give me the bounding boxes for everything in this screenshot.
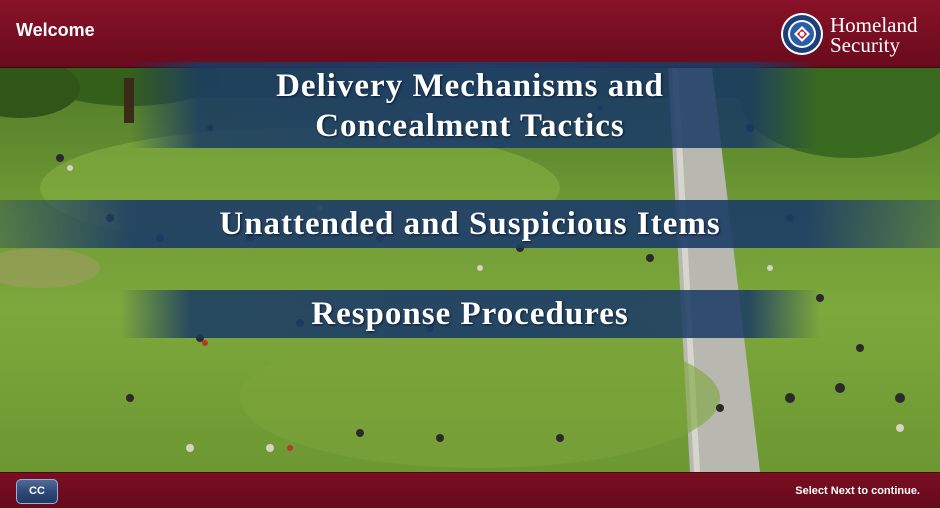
menu-item-label: Unattended and Suspicious Items	[219, 206, 721, 242]
header-bar: Welcome Homeland Security	[0, 0, 940, 68]
dhs-seal-icon	[781, 13, 823, 55]
banner-background	[0, 200, 940, 248]
cc-button[interactable]: CC	[16, 479, 58, 504]
menu-item-delivery-mechanisms[interactable]: Delivery Mechanisms and Concealment Tact…	[0, 62, 940, 148]
logo-wordmark: Homeland Security	[830, 13, 918, 57]
banner-background	[130, 62, 820, 148]
menu-item-line-1: Delivery Mechanisms and	[276, 68, 664, 104]
logo-line-1: Homeland	[830, 13, 918, 37]
menu-item-unattended-items[interactable]: Unattended and Suspicious Items	[0, 200, 940, 248]
homeland-security-logo: Homeland Security	[780, 12, 930, 58]
footer-hint: Select Next to continue.	[795, 485, 920, 497]
menu-item-label: Delivery Mechanisms and Concealment Tact…	[0, 62, 940, 146]
menu-item-line-2: Concealment Tactics	[315, 108, 625, 144]
banner-background	[120, 290, 820, 338]
footer-bar: CC Select Next to continue.	[0, 472, 940, 508]
menu-item-response-procedures[interactable]: Response Procedures	[0, 290, 940, 338]
page-title: Welcome	[16, 20, 95, 40]
logo-line-2: Security	[830, 33, 900, 57]
menu-item-label: Response Procedures	[311, 296, 629, 332]
